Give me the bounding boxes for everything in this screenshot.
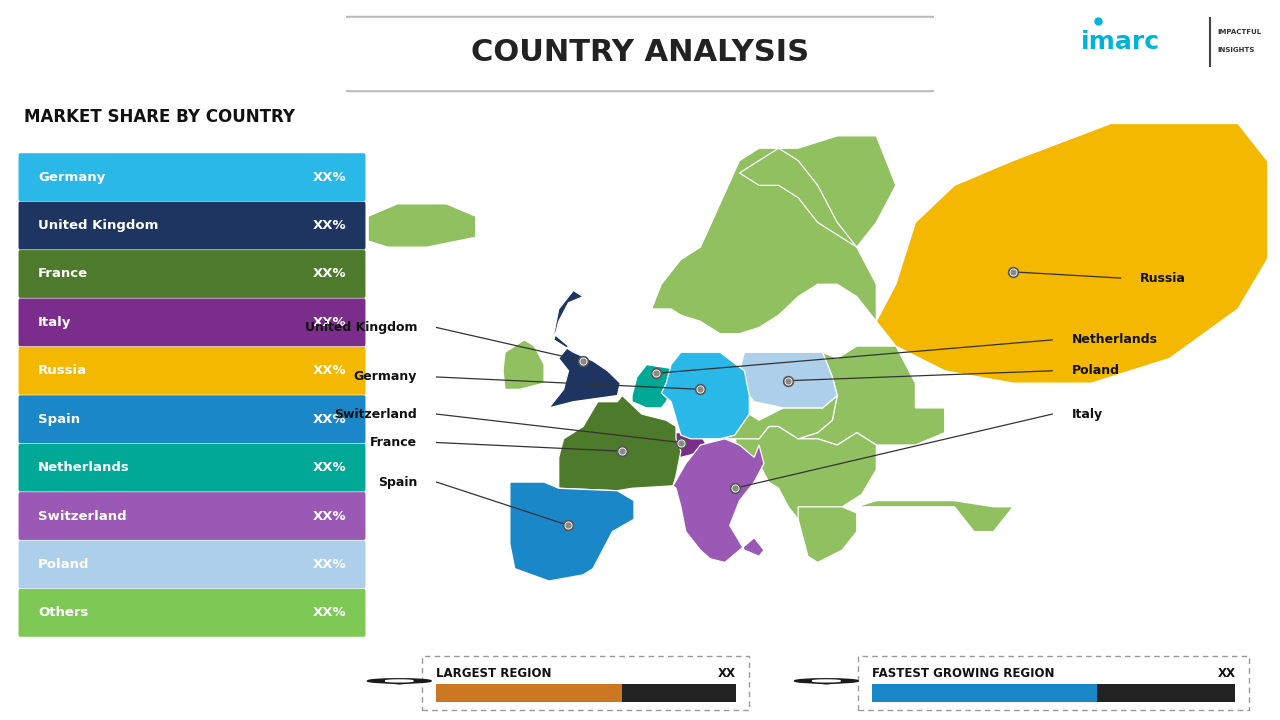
- Text: Spain: Spain: [378, 476, 417, 489]
- Circle shape: [813, 680, 841, 682]
- Polygon shape: [380, 682, 419, 684]
- FancyBboxPatch shape: [18, 492, 366, 540]
- Text: XX%: XX%: [312, 171, 346, 184]
- FancyBboxPatch shape: [859, 656, 1249, 710]
- Polygon shape: [549, 290, 621, 408]
- Text: United Kingdom: United Kingdom: [38, 219, 159, 232]
- Polygon shape: [559, 395, 681, 491]
- Text: Poland: Poland: [38, 558, 90, 571]
- Polygon shape: [503, 340, 544, 390]
- Polygon shape: [808, 682, 846, 684]
- Polygon shape: [652, 136, 896, 333]
- Text: Netherlands: Netherlands: [1071, 333, 1157, 346]
- Text: Switzerland: Switzerland: [334, 408, 417, 420]
- Polygon shape: [369, 204, 476, 247]
- Text: XX%: XX%: [312, 461, 346, 474]
- Polygon shape: [735, 426, 877, 519]
- Text: XX: XX: [718, 667, 736, 680]
- Polygon shape: [662, 352, 749, 438]
- Polygon shape: [509, 482, 634, 581]
- Text: IMPACTFUL: IMPACTFUL: [1217, 29, 1261, 35]
- Polygon shape: [799, 507, 856, 562]
- Text: France: France: [370, 436, 417, 449]
- Polygon shape: [662, 433, 705, 457]
- FancyBboxPatch shape: [18, 589, 366, 636]
- Circle shape: [795, 679, 859, 683]
- FancyBboxPatch shape: [422, 656, 749, 710]
- Polygon shape: [700, 395, 837, 438]
- Polygon shape: [877, 124, 1280, 383]
- FancyBboxPatch shape: [18, 250, 366, 298]
- Text: XX%: XX%: [312, 558, 346, 571]
- FancyBboxPatch shape: [18, 444, 366, 492]
- Text: XX%: XX%: [312, 267, 346, 281]
- FancyBboxPatch shape: [18, 153, 366, 201]
- Circle shape: [367, 679, 431, 683]
- Text: Italy: Italy: [1071, 408, 1103, 420]
- Text: imarc: imarc: [1080, 30, 1160, 54]
- Text: Others: Others: [38, 606, 88, 619]
- Text: XX%: XX%: [312, 316, 346, 329]
- Polygon shape: [799, 346, 945, 445]
- Text: Russia: Russia: [1140, 271, 1187, 284]
- Text: XX%: XX%: [312, 219, 346, 232]
- FancyBboxPatch shape: [18, 347, 366, 395]
- FancyBboxPatch shape: [872, 685, 1235, 702]
- Polygon shape: [856, 500, 1014, 531]
- Text: XX%: XX%: [312, 606, 346, 619]
- Text: Italy: Italy: [38, 316, 72, 329]
- Text: XX%: XX%: [312, 510, 346, 523]
- Polygon shape: [673, 438, 764, 562]
- Text: Germany: Germany: [353, 371, 417, 384]
- Text: United Kingdom: United Kingdom: [305, 321, 417, 334]
- Circle shape: [385, 680, 413, 682]
- FancyBboxPatch shape: [18, 541, 366, 588]
- FancyBboxPatch shape: [339, 17, 941, 91]
- Text: FASTEST GROWING REGION: FASTEST GROWING REGION: [872, 667, 1055, 680]
- FancyBboxPatch shape: [18, 395, 366, 443]
- FancyBboxPatch shape: [435, 685, 736, 702]
- Text: XX%: XX%: [312, 413, 346, 426]
- Text: Germany: Germany: [38, 171, 105, 184]
- Text: MARKET SHARE BY COUNTRY: MARKET SHARE BY COUNTRY: [23, 108, 294, 127]
- Text: France: France: [38, 267, 88, 281]
- FancyBboxPatch shape: [18, 202, 366, 249]
- Polygon shape: [632, 364, 673, 408]
- Text: INSIGHTS: INSIGHTS: [1217, 47, 1254, 53]
- FancyBboxPatch shape: [18, 299, 366, 346]
- Text: Switzerland: Switzerland: [38, 510, 127, 523]
- FancyBboxPatch shape: [435, 685, 622, 702]
- Text: Spain: Spain: [38, 413, 81, 426]
- Text: XX%: XX%: [312, 364, 346, 377]
- Text: COUNTRY ANALYSIS: COUNTRY ANALYSIS: [471, 38, 809, 67]
- Text: XX: XX: [1217, 667, 1235, 680]
- Text: LARGEST REGION: LARGEST REGION: [435, 667, 552, 680]
- FancyBboxPatch shape: [872, 685, 1097, 702]
- Polygon shape: [740, 352, 837, 408]
- Text: Russia: Russia: [38, 364, 87, 377]
- Text: Netherlands: Netherlands: [38, 461, 129, 474]
- Text: Poland: Poland: [1071, 364, 1120, 377]
